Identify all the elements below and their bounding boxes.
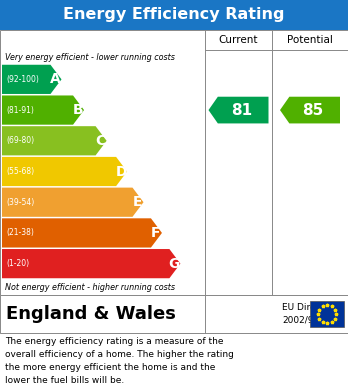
Text: A: A (50, 72, 61, 86)
Polygon shape (280, 97, 340, 124)
Bar (0, 0, 348, 30)
Text: England & Wales: England & Wales (6, 305, 176, 323)
Text: 2002/91/EC: 2002/91/EC (282, 316, 334, 325)
Text: EU Directive: EU Directive (282, 303, 338, 312)
Text: Not energy efficient - higher running costs: Not energy efficient - higher running co… (5, 283, 175, 292)
Bar (0, 295, 348, 333)
Polygon shape (2, 126, 106, 155)
Polygon shape (2, 65, 62, 94)
Text: (69-80): (69-80) (6, 136, 34, 145)
Text: Current: Current (219, 35, 258, 45)
Text: (39-54): (39-54) (6, 198, 34, 207)
Bar (0, 30, 348, 295)
Text: (92-100): (92-100) (6, 75, 39, 84)
Text: 85: 85 (302, 102, 324, 118)
Text: (1-20): (1-20) (6, 259, 29, 268)
Text: (55-68): (55-68) (6, 167, 34, 176)
Text: Energy Efficiency Rating: Energy Efficiency Rating (63, 7, 285, 23)
Text: E: E (133, 195, 142, 209)
Text: (21-38): (21-38) (6, 228, 34, 237)
Polygon shape (208, 97, 269, 124)
Polygon shape (2, 157, 127, 186)
Polygon shape (2, 249, 180, 278)
Bar (310, 301, 344, 327)
Text: Very energy efficient - lower running costs: Very energy efficient - lower running co… (5, 52, 175, 61)
Text: D: D (115, 165, 127, 179)
Text: C: C (95, 134, 106, 148)
Text: Potential: Potential (287, 35, 333, 45)
Polygon shape (2, 95, 84, 125)
Text: B: B (73, 103, 83, 117)
Polygon shape (2, 218, 162, 248)
Text: (81-91): (81-91) (6, 106, 34, 115)
Text: F: F (151, 226, 161, 240)
Text: The energy efficiency rating is a measure of the
overall efficiency of a home. T: The energy efficiency rating is a measur… (5, 337, 234, 385)
Text: 81: 81 (231, 102, 252, 118)
Polygon shape (2, 188, 143, 217)
Text: G: G (169, 256, 180, 271)
